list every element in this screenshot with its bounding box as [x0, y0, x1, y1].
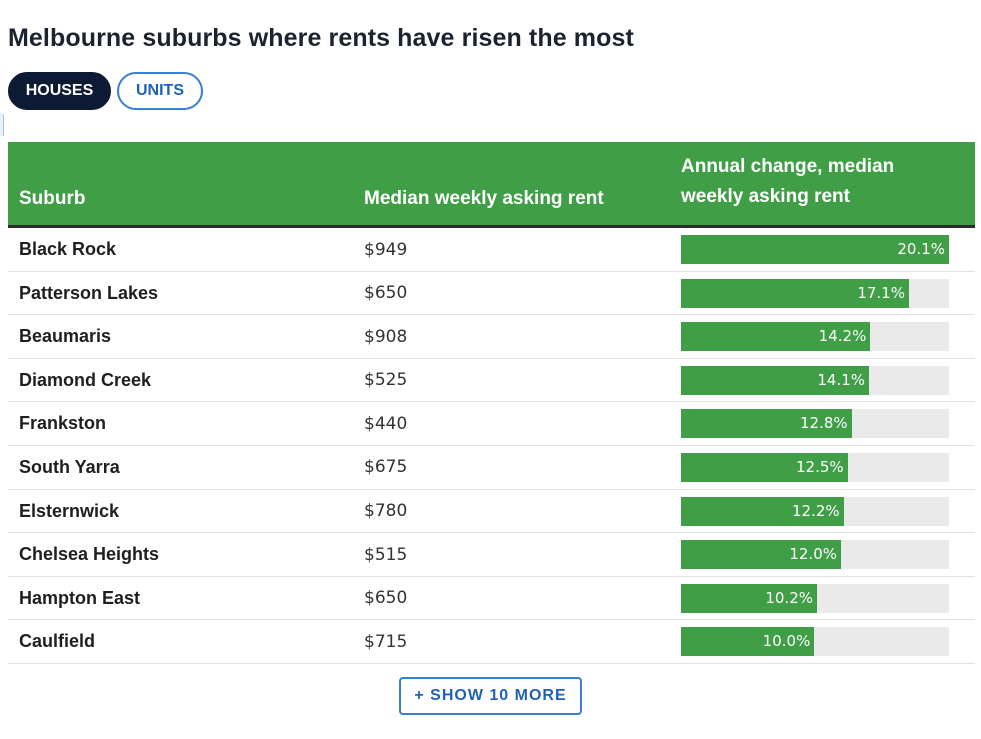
table-row: Black Rock $949 20.1% [8, 228, 975, 272]
change-bar-track: 17.1% [681, 278, 949, 308]
change-bar-track: 12.2% [681, 496, 949, 526]
tab-units[interactable]: UNITS [117, 72, 203, 110]
change-bar-track: 12.8% [681, 409, 949, 439]
change-bar-track: 20.1% [681, 235, 949, 264]
rent-cell: $650 [364, 283, 408, 304]
rent-cell: $908 [364, 326, 408, 347]
change-bar-track: 10.0% [681, 627, 949, 657]
change-bar: 12.2% [681, 496, 844, 526]
change-bar: 12.8% [681, 409, 852, 439]
header-annual-change[interactable]: Annual change, median weekly asking rent [681, 156, 895, 207]
change-label: 10.0% [762, 632, 811, 651]
header-suburb[interactable]: Suburb [19, 188, 86, 209]
change-bar: 12.0% [681, 540, 841, 570]
change-label: 20.1% [897, 240, 945, 258]
page-title: Melbourne suburbs where rents have risen… [8, 24, 634, 52]
suburb-cell: Beaumaris [19, 326, 112, 347]
table-row: Caulfield $715 10.0% [8, 620, 975, 664]
table-row: Elsternwick $780 12.2% [8, 490, 975, 534]
change-label: 12.2% [792, 501, 840, 520]
change-bar: 12.5% [681, 452, 848, 482]
suburb-cell: Black Rock [19, 239, 117, 259]
change-bar: 14.1% [681, 365, 869, 395]
change-bar: 10.0% [681, 627, 815, 657]
suburb-cell: Frankston [19, 413, 107, 434]
change-label: 10.2% [765, 588, 813, 607]
rent-cell: $525 [364, 370, 408, 391]
tab-houses[interactable]: HOUSES [8, 72, 111, 110]
table-row: Frankston $440 12.8% [8, 402, 975, 446]
change-bar: 14.2% [681, 322, 871, 352]
change-label: 14.2% [818, 327, 867, 346]
suburb-cell: Hampton East [19, 587, 141, 608]
change-label: 12.0% [789, 545, 837, 564]
rent-cell: $715 [364, 631, 408, 652]
rent-cell: $650 [364, 588, 408, 609]
table-row: Patterson Lakes $650 17.1% [8, 272, 975, 316]
change-bar-track: 14.1% [681, 365, 949, 395]
table-row: Chelsea Heights $515 12.0% [8, 533, 975, 577]
suburb-cell: Patterson Lakes [19, 282, 159, 303]
edge-marker [0, 114, 4, 136]
suburb-cell: Diamond Creek [19, 369, 152, 390]
change-bar-track: 10.2% [681, 583, 949, 613]
suburb-cell: Caulfield [19, 631, 96, 652]
change-label: 14.1% [817, 370, 865, 389]
change-bar: 20.1% [681, 235, 949, 264]
table-header: Suburb Median weekly asking rent Annual … [8, 142, 975, 228]
rent-cell: $440 [364, 413, 408, 434]
change-bar-track: 14.2% [681, 322, 949, 352]
table-row: Hampton East $650 10.2% [8, 577, 975, 621]
rent-cell: $780 [364, 501, 408, 522]
suburb-cell: Elsternwick [19, 500, 120, 521]
change-bar: 17.1% [681, 278, 909, 308]
show-more-button[interactable]: + SHOW 10 MORE [399, 677, 582, 715]
suburb-cell: Chelsea Heights [19, 544, 160, 565]
rent-cell: $675 [364, 457, 408, 478]
change-bar: 10.2% [681, 583, 817, 613]
rent-cell: $949 [364, 239, 408, 260]
change-label: 17.1% [857, 283, 905, 302]
dwelling-type-toggle: HOUSES UNITS [8, 72, 203, 110]
change-label: 12.5% [796, 457, 844, 476]
table-row: Beaumaris $908 14.2% [8, 315, 975, 359]
change-bar-track: 12.0% [681, 540, 949, 570]
table-row: Diamond Creek $525 14.1% [8, 359, 975, 403]
rent-cell: $515 [364, 544, 408, 565]
rent-table: Suburb Median weekly asking rent Annual … [8, 142, 975, 664]
change-label: 12.8% [800, 414, 848, 433]
table-body: Black Rock $949 20.1% Patterson Lakes $650 17… [8, 228, 975, 664]
suburb-cell: South Yarra [19, 456, 120, 477]
change-bar-track: 12.5% [681, 452, 949, 482]
header-rent[interactable]: Median weekly asking rent [364, 188, 604, 209]
table-row: South Yarra $675 12.5% [8, 446, 975, 490]
